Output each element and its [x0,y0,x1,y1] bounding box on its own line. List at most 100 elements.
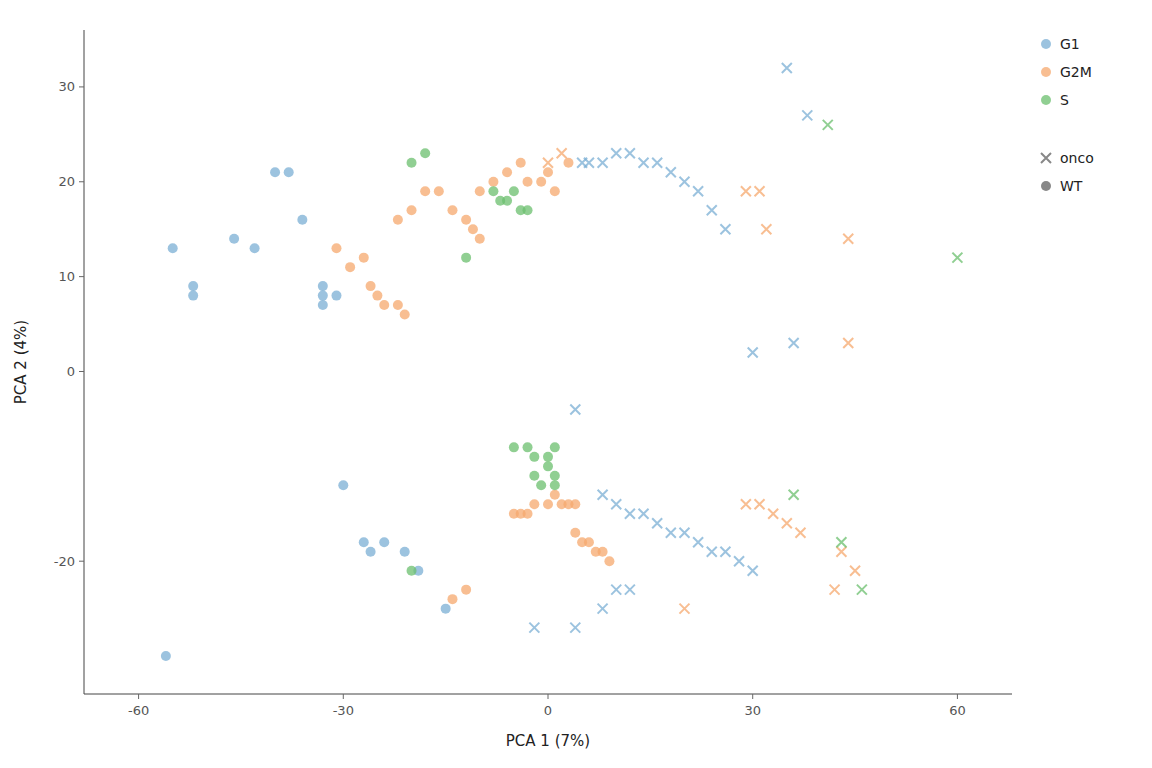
point [529,499,539,509]
point [652,158,662,168]
point [331,243,341,253]
point [639,158,649,168]
point [550,442,560,452]
y-tick [79,371,84,372]
x-tick-label: 60 [949,703,966,718]
point [639,509,649,519]
point [318,300,328,310]
point [836,537,846,547]
point [536,480,546,490]
point [434,186,444,196]
legend-label: onco [1060,150,1094,166]
point [550,480,560,490]
legend-swatch [1041,67,1051,77]
x-tick-label: 30 [744,703,761,718]
legend-swatch [1041,181,1051,191]
point [570,499,580,509]
x-tick-label: -60 [128,703,149,718]
point [679,177,689,187]
x-tick [343,694,344,699]
series [331,158,614,604]
point [284,167,294,177]
x-tick-label: 0 [544,703,552,718]
point [529,623,539,633]
point [625,585,635,595]
point [509,442,519,452]
y-tick-label: 0 [67,364,75,379]
point [543,158,553,168]
point [789,338,799,348]
point [461,585,471,595]
point [550,186,560,196]
point [843,234,853,244]
y-tick [79,276,84,277]
series [407,148,560,575]
point [488,177,498,187]
point [407,205,417,215]
point [543,499,553,509]
point [188,281,198,291]
point [952,253,962,263]
point [393,215,403,225]
legend-swatch [1041,95,1051,105]
series [789,120,963,595]
point [741,186,751,196]
point [523,442,533,452]
point [543,461,553,471]
point [707,547,717,557]
point [693,537,703,547]
point [748,348,758,358]
point [611,148,621,158]
point [850,566,860,576]
point [270,167,280,177]
point [529,452,539,462]
point [625,509,635,519]
x-tick [752,694,753,699]
point [331,291,341,301]
point [598,547,608,557]
point [563,158,573,168]
plot-area [161,63,963,661]
point [468,224,478,234]
point [720,547,730,557]
point [338,480,348,490]
legend: G1G2MS [1041,36,1092,108]
point [795,528,805,538]
y-tick-label: 10 [58,269,75,284]
y-tick-label: -20 [54,554,75,569]
point [461,215,471,225]
point [529,471,539,481]
point [379,537,389,547]
point [625,148,635,158]
point [447,205,457,215]
point [557,148,567,158]
y-tick [79,181,84,182]
point [359,253,369,263]
x-tick [138,694,139,699]
point [823,120,833,130]
point [318,281,328,291]
point [523,177,533,187]
point [168,243,178,253]
point [734,556,744,566]
y-tick [79,86,84,87]
point [393,300,403,310]
y-tick [79,561,84,562]
point [598,604,608,614]
point [604,556,614,566]
point [611,499,621,509]
point [598,158,608,168]
point [570,623,580,633]
point [318,291,328,301]
point [400,547,410,557]
point [407,566,417,576]
point [366,281,376,291]
point [345,262,355,272]
chart: -60-3003060-200102030PCA 1 (7%)PCA 2 (4%… [0,0,1152,768]
point [407,158,417,168]
y-axis-label: PCA 2 (4%) [12,320,30,404]
point [461,253,471,263]
point [755,499,765,509]
point [516,158,526,168]
point [652,518,662,528]
